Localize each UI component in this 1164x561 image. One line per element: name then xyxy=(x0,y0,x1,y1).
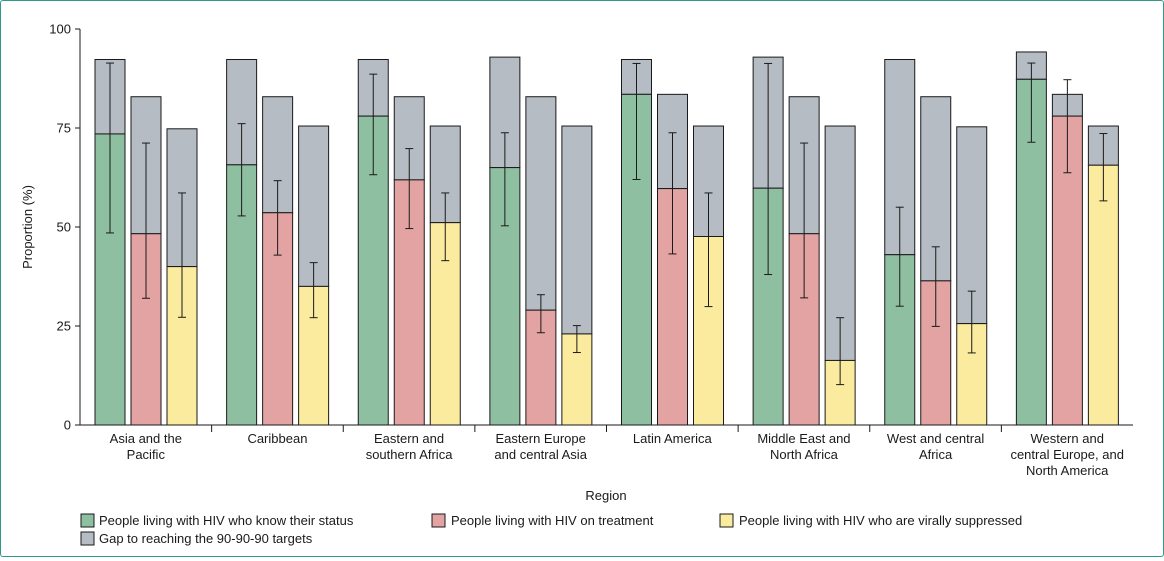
x-tick-label: Western and central Europe, and North Amer… xyxy=(1010,431,1123,478)
error-bar xyxy=(536,294,545,334)
error-bar xyxy=(800,142,809,299)
x-tick-label: Eastern and southern Africa xyxy=(366,431,453,462)
y-ticks: 0 25 50 75 100 xyxy=(49,22,80,433)
x-ticks: Asia and the Pacific Caribbean Eastern and s… xyxy=(110,425,1124,478)
error-bar xyxy=(309,262,318,319)
error-bar xyxy=(836,317,845,386)
legend-item-treatment: People living with HIV on treatment xyxy=(431,513,654,528)
legend-label-gap: Gap to reaching the 90-90-90 targets xyxy=(99,531,313,546)
x-tick-label: Latin America xyxy=(633,431,713,446)
y-axis-label: Proportion (%) xyxy=(20,185,35,269)
x-tick-label: Eastern Europe and central Asia xyxy=(494,431,587,462)
x-tick-label: Caribbean xyxy=(247,431,307,446)
legend-label-status: People living with HIV who know their st… xyxy=(99,513,354,528)
legend: People living with HIV who know their st… xyxy=(80,513,1022,546)
error-bar xyxy=(1099,133,1108,202)
error-bar xyxy=(572,325,581,354)
error-bar xyxy=(142,142,150,299)
error-bar xyxy=(178,192,186,318)
y-tick-label: 0 xyxy=(64,418,71,433)
gap-bar xyxy=(561,125,593,335)
x-tick-label: West and central Africa xyxy=(887,431,984,462)
x-tick-label: Middle East and North Africa xyxy=(757,431,850,462)
y-tick-label: 50 xyxy=(57,220,71,235)
error-bar xyxy=(369,73,378,176)
y-tick-label: 25 xyxy=(57,319,71,334)
legend-label-treatment: People living with HIV on treatment xyxy=(451,513,654,528)
bars xyxy=(94,51,1119,426)
error-bar xyxy=(1027,62,1036,143)
error-bar xyxy=(106,62,114,234)
error-bar xyxy=(237,123,246,217)
error-bar xyxy=(967,290,976,354)
error-bar xyxy=(1063,79,1072,174)
error-bar xyxy=(704,192,713,308)
error-bar xyxy=(441,192,450,262)
legend-swatch-suppressed xyxy=(719,513,734,528)
error-bar xyxy=(405,148,414,230)
legend-item-gap: Gap to reaching the 90-90-90 targets xyxy=(80,531,313,546)
x-axis-label: Region xyxy=(585,488,626,503)
error-bar xyxy=(273,180,282,256)
error-bar xyxy=(632,62,641,180)
legend-item-suppressed: People living with HIV who are virally s… xyxy=(719,513,1022,528)
legend-swatch-status xyxy=(80,513,95,528)
legend-label-suppressed: People living with HIV who are virally s… xyxy=(739,513,1022,528)
error-bar xyxy=(500,132,509,227)
y-tick-label: 75 xyxy=(57,121,71,136)
error-bar xyxy=(764,62,773,276)
bar-suppressed xyxy=(1087,164,1119,426)
error-bar xyxy=(931,246,940,327)
gap-bar xyxy=(525,96,557,311)
x-tick-label: Asia and the Pacific xyxy=(110,431,182,462)
legend-item-status: People living with HIV who know their st… xyxy=(80,513,354,528)
error-bar xyxy=(895,206,904,307)
y-tick-label: 100 xyxy=(49,22,71,37)
error-bar xyxy=(668,132,677,255)
bar-status xyxy=(489,167,521,426)
legend-swatch-gap xyxy=(80,531,95,546)
legend-swatch-treatment xyxy=(431,513,446,528)
